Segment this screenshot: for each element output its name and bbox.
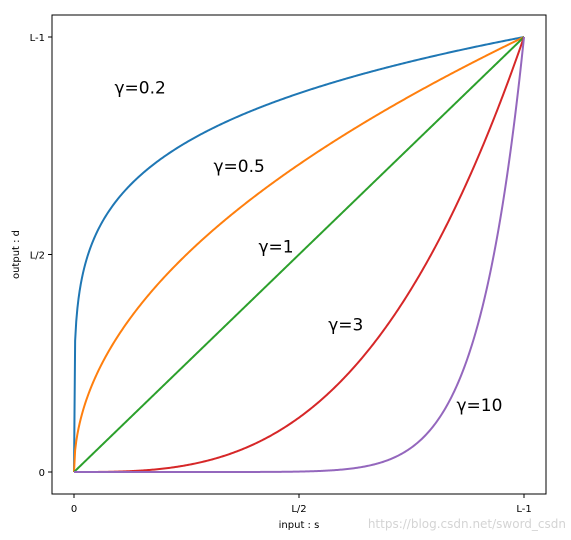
- series-layer: [73, 36, 525, 473]
- x-tick-label: 0: [71, 504, 77, 515]
- series-line-gamma-1: [73, 36, 525, 473]
- curve-label: γ=1: [259, 237, 294, 257]
- x-tick-label: L/2: [291, 504, 306, 515]
- series-line-gamma-10: [74, 36, 525, 473]
- x-axis-label: input : s: [279, 520, 320, 531]
- y-axis-ticks: 0 L/2 L-1: [30, 33, 52, 479]
- curve-label: γ=0.2: [115, 79, 166, 99]
- curve-label: γ=10: [457, 396, 503, 416]
- y-tick-label: L-1: [30, 33, 45, 44]
- y-tick-label: 0: [39, 468, 45, 479]
- series-line-gamma-0-2: [73, 36, 525, 473]
- series-line-gamma-3: [74, 36, 525, 473]
- x-tick-label: L-1: [516, 504, 531, 515]
- x-axis-ticks: 0 L/2 L-1: [71, 494, 532, 515]
- series-line-gamma-0-5: [73, 36, 525, 473]
- watermark-text: https://blog.csdn.net/sword_csdn: [368, 517, 566, 531]
- curve-annotations: γ=0.2 γ=0.5 γ=1 γ=3 γ=10: [115, 79, 503, 417]
- y-tick-label: L/2: [30, 251, 45, 262]
- curve-label: γ=0.5: [214, 157, 265, 177]
- curve-label: γ=3: [328, 316, 363, 336]
- y-axis-label: output : d: [11, 230, 22, 279]
